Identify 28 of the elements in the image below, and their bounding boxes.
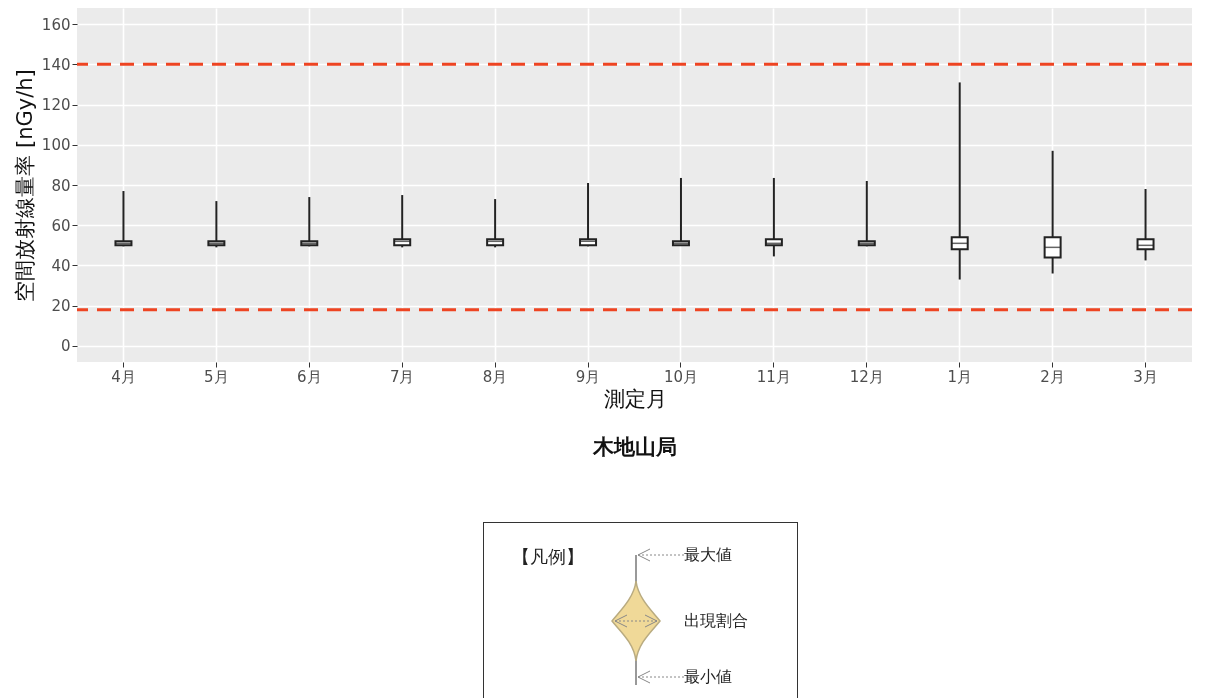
text: 最大値 [684, 545, 732, 566]
x-tick-label: 5月 [204, 367, 229, 386]
x-tick-label: 2月 [1040, 367, 1065, 386]
x-tick-label: 11月 [756, 367, 791, 386]
x-tick-label: 9月 [575, 367, 601, 386]
y-tick-label: 80 [51, 176, 71, 195]
x-tick-label: 7月 [389, 367, 415, 386]
x-tick-label: 1月 [947, 367, 972, 386]
y-tick-label: 60 [51, 216, 71, 235]
y-tick-label: 140 [41, 55, 71, 74]
x-tick-label: 10月 [663, 367, 699, 386]
y-axis-title: 空間放射線量率 [nGy/h] [12, 69, 37, 302]
x-tick-label: 4月 [111, 367, 136, 386]
y-tick-label: 160 [41, 15, 71, 34]
text: 木地山局 [591, 435, 677, 459]
x-axis-title: 測定月 [603, 386, 667, 411]
y-tick-label: 20 [51, 297, 71, 316]
text: 出現割合 [684, 611, 748, 632]
y-tick-label: 40 [51, 256, 71, 275]
x-tick-label: 12月 [849, 367, 884, 386]
text: 最小値 [684, 667, 732, 688]
x-tick-label: 8月 [482, 367, 508, 386]
y-tick-label: 120 [41, 96, 71, 115]
y-tick-label: 0 [60, 337, 71, 356]
text: 【凡例】 [512, 545, 584, 569]
y-tick-label: 100 [41, 136, 71, 155]
x-tick-label: 6月 [297, 367, 322, 386]
x-tick-label: 3月 [1133, 367, 1158, 386]
